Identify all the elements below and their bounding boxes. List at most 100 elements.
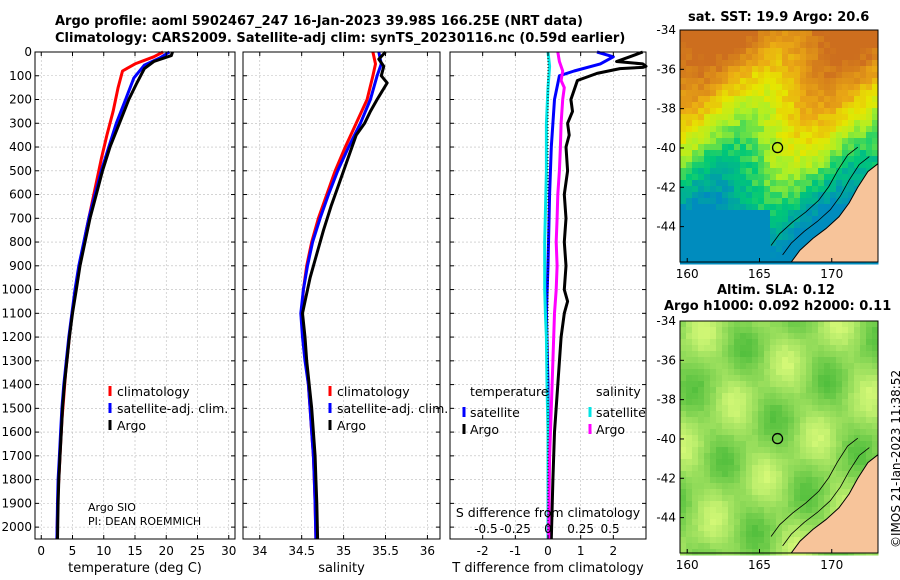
map-cell: [836, 168, 843, 175]
map-cell: [764, 453, 771, 460]
map-cell: [794, 405, 801, 412]
map-cell: [806, 381, 813, 388]
map-cell: [716, 102, 723, 109]
map-cell: [812, 435, 819, 442]
map-cell: [788, 216, 795, 223]
map-x-tick-label: 160: [676, 267, 699, 281]
map-cell: [782, 363, 789, 370]
map-cell: [686, 150, 693, 157]
map-cell: [758, 471, 765, 478]
bathymetry-contour: [770, 437, 859, 537]
map-cell: [776, 66, 783, 73]
map-cell: [800, 399, 807, 406]
map-cell: [800, 138, 807, 145]
map-cell: [722, 495, 729, 502]
map-cell: [716, 549, 723, 556]
map-cell: [824, 210, 831, 217]
map-cell: [788, 168, 795, 175]
map-cell: [800, 84, 807, 91]
map-cell: [782, 48, 789, 55]
map-cell: [716, 174, 723, 181]
map-cell: [740, 399, 747, 406]
map-cell: [734, 453, 741, 460]
map-cell: [842, 132, 849, 139]
map-cell: [800, 369, 807, 376]
map-cell: [866, 144, 873, 151]
map-cell: [740, 120, 747, 127]
map-cell: [722, 387, 729, 394]
map-cell: [806, 399, 813, 406]
map-cell: [692, 393, 699, 400]
map-cell: [698, 459, 705, 466]
map-cell: [680, 216, 687, 223]
map-cell: [770, 78, 777, 85]
map-cell: [782, 327, 789, 334]
map-cell: [866, 66, 873, 73]
map-cell: [746, 108, 753, 115]
map-cell: [788, 42, 795, 49]
map-cell: [818, 417, 825, 424]
map-cell: [770, 345, 777, 352]
map-cell: [812, 168, 819, 175]
x-tick-label: 30: [221, 544, 236, 558]
map-cell: [794, 156, 801, 163]
map-cell: [794, 180, 801, 187]
map-cell: [854, 405, 861, 412]
map-cell: [776, 549, 783, 556]
map-cell: [728, 72, 735, 79]
map-cell: [698, 186, 705, 193]
map-cell: [698, 252, 705, 259]
map-cell: [758, 162, 765, 169]
map-cell: [770, 216, 777, 223]
map-cell: [776, 477, 783, 484]
map-cell: [704, 204, 711, 211]
map-cell: [830, 501, 837, 508]
map-cell: [710, 138, 717, 145]
map-cell: [704, 447, 711, 454]
map-cell: [752, 459, 759, 466]
map-cell: [824, 471, 831, 478]
map-cell: [812, 375, 819, 382]
map-cell: [806, 375, 813, 382]
map-cell: [770, 369, 777, 376]
map-cell: [806, 519, 813, 526]
map-cell: [722, 393, 729, 400]
map-cell: [758, 327, 765, 334]
map-cell: [842, 321, 849, 328]
map-cell: [776, 228, 783, 235]
map-cell: [740, 459, 747, 466]
map-cell: [794, 351, 801, 358]
map-cell: [806, 72, 813, 79]
map-cell: [704, 471, 711, 478]
map-cell: [764, 30, 771, 37]
map-cell: [842, 477, 849, 484]
map-cell: [860, 102, 867, 109]
map-cell: [686, 423, 693, 430]
map-cell: [800, 495, 807, 502]
map-cell: [836, 495, 843, 502]
map-cell: [734, 204, 741, 211]
map-cell: [680, 228, 687, 235]
map-cell: [680, 96, 687, 103]
map-cell: [872, 90, 879, 97]
map-cell: [776, 327, 783, 334]
map-cell: [800, 42, 807, 49]
map-cell: [800, 417, 807, 424]
map-cell: [770, 405, 777, 412]
map-cell: [842, 375, 849, 382]
map-cell: [794, 246, 801, 253]
map-cell: [854, 459, 861, 466]
map-cell: [746, 399, 753, 406]
map-cell: [704, 375, 711, 382]
map-cell: [752, 549, 759, 556]
map-cell: [716, 399, 723, 406]
map-cell: [704, 459, 711, 466]
map-cell: [872, 144, 879, 151]
map-cell: [722, 471, 729, 478]
map-cell: [680, 246, 687, 253]
map-cell: [842, 36, 849, 43]
map-cell: [680, 252, 687, 259]
map-cell: [764, 405, 771, 412]
map-cell: [824, 495, 831, 502]
map-cell: [728, 453, 735, 460]
